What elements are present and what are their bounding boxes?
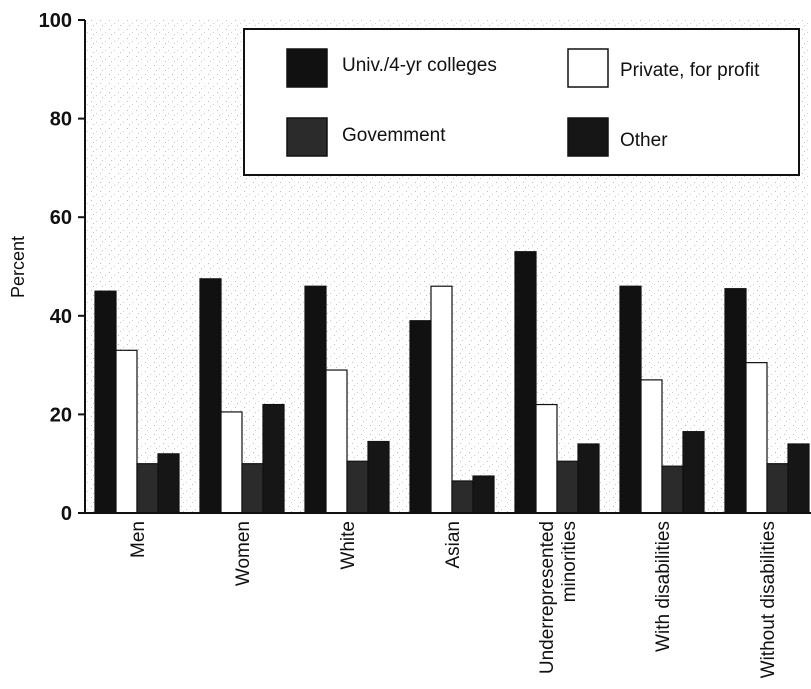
bar bbox=[577, 443, 600, 514]
legend-swatch bbox=[286, 48, 328, 88]
bar bbox=[619, 285, 642, 514]
legend-box bbox=[243, 28, 800, 176]
bar bbox=[745, 362, 768, 514]
bar bbox=[241, 463, 264, 514]
bar bbox=[325, 369, 348, 514]
x-tick-label: White bbox=[338, 521, 359, 570]
bar-group bbox=[409, 285, 495, 514]
legend-item: Other bbox=[567, 117, 668, 157]
x-tick-label: With disabilities bbox=[653, 521, 674, 652]
bar bbox=[262, 403, 285, 514]
legend-label: Private, for profit bbox=[620, 60, 760, 81]
bar-group bbox=[199, 278, 285, 514]
y-tick-label: 100 bbox=[39, 10, 72, 32]
y-tick-label: 40 bbox=[50, 306, 72, 328]
legend-label: Govemment bbox=[342, 125, 446, 146]
bar bbox=[157, 453, 180, 514]
bar bbox=[430, 285, 453, 514]
bar-group bbox=[514, 251, 600, 514]
x-tick-label: Underrepresentedminorities bbox=[537, 521, 580, 674]
bar bbox=[556, 460, 579, 514]
bar bbox=[367, 440, 390, 514]
x-axis: Men Women White Asian Underrepresentedminori… bbox=[85, 512, 811, 678]
y-tick-label: 80 bbox=[50, 109, 72, 131]
legend-label: Other bbox=[620, 130, 668, 151]
bar-group bbox=[619, 285, 705, 514]
bar bbox=[514, 251, 537, 514]
x-tick-label: Without disabilities bbox=[758, 521, 779, 678]
bar-group bbox=[304, 285, 390, 514]
legend-item: Govemment bbox=[286, 117, 446, 157]
bar bbox=[94, 290, 117, 514]
bar-group bbox=[94, 290, 180, 514]
bar bbox=[199, 278, 222, 514]
bars-group bbox=[94, 251, 810, 514]
x-tick-label: Asian bbox=[443, 521, 464, 569]
legend-item: Univ./4-yr colleges bbox=[286, 48, 497, 88]
bar bbox=[136, 463, 159, 514]
legend: Univ./4-yr colleges Private, for profit Go… bbox=[243, 28, 800, 176]
x-tick-label: Women bbox=[233, 521, 254, 586]
bar bbox=[346, 460, 369, 514]
bar bbox=[220, 411, 243, 514]
bar bbox=[451, 480, 474, 514]
bar bbox=[409, 320, 432, 514]
x-tick-label: Men bbox=[128, 521, 149, 558]
bar bbox=[724, 288, 747, 514]
bar bbox=[661, 465, 684, 514]
legend-item: Private, for profit bbox=[567, 48, 760, 88]
legend-swatch bbox=[567, 117, 609, 157]
bar bbox=[766, 463, 789, 514]
bar bbox=[535, 403, 558, 514]
legend-label: Univ./4-yr colleges bbox=[342, 55, 497, 76]
bar bbox=[472, 475, 495, 514]
bar bbox=[682, 431, 705, 514]
legend-swatch bbox=[567, 48, 609, 88]
bar bbox=[115, 349, 138, 514]
bar bbox=[640, 379, 663, 514]
legend-swatch bbox=[286, 117, 328, 157]
y-tick-label: 20 bbox=[50, 404, 72, 426]
y-axis: 0 20 40 60 80 100 bbox=[39, 10, 86, 525]
y-tick-label: 60 bbox=[50, 207, 72, 229]
bar-group bbox=[724, 288, 810, 514]
y-axis-title: Percent bbox=[8, 236, 28, 298]
bar bbox=[304, 285, 327, 514]
bar bbox=[787, 443, 810, 514]
y-tick-label: 0 bbox=[61, 503, 72, 525]
